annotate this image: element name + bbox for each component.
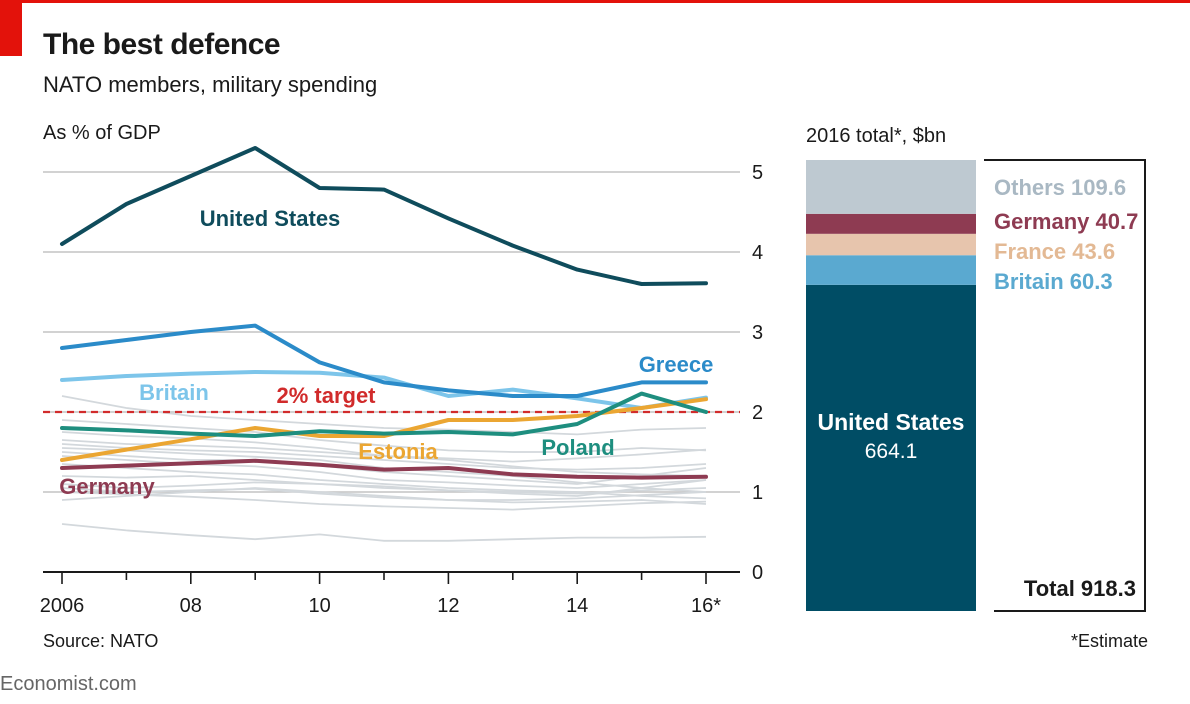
bar-label-france: France 43.6: [994, 239, 1115, 264]
other-member-line: [61, 451, 707, 485]
series-label-greece: Greece: [639, 352, 714, 377]
bar-chart-title: 2016 total*, $bn: [806, 125, 947, 147]
bar-total-label: Total 918.3: [1024, 576, 1136, 601]
series-label-estonia: Estonia: [358, 439, 438, 464]
series-line-germany: [60, 458, 708, 480]
estimate-note: *Estimate: [1070, 631, 1148, 651]
bar-label-germany: Germany 40.7: [994, 209, 1138, 234]
series-label-united-states: United States: [200, 206, 341, 231]
chart-subtitle: NATO members, military spending: [43, 72, 378, 97]
other-member-line: [61, 431, 707, 477]
x-tick-label: 14: [566, 595, 588, 617]
top-rule: [0, 0, 1190, 3]
other-member-line: [61, 487, 707, 505]
x-tick-label: 10: [308, 595, 330, 617]
target-label: 2% target: [276, 383, 376, 408]
bar-segment-others: [806, 160, 976, 214]
series-line-poland: [60, 391, 708, 438]
y-tick-label-5: 5: [752, 162, 763, 184]
brand-tab: [0, 3, 22, 56]
chart-title: The best defence: [43, 28, 281, 61]
bar-label-others: Others 109.6: [994, 175, 1126, 200]
series-line-britain: [60, 370, 708, 410]
bar-label-united-states-value: 664.1: [865, 440, 918, 463]
series-line-united-states: [60, 146, 708, 286]
publisher-credit: Economist.com: [0, 673, 137, 695]
x-tick-label: 16*: [691, 595, 721, 617]
other-member-line: [61, 481, 707, 495]
x-tick-label: 2006: [40, 595, 85, 617]
series-label-poland: Poland: [541, 435, 614, 460]
x-tick-label: 12: [437, 595, 459, 617]
other-member-line: [61, 395, 707, 436]
other-member-line: [61, 487, 707, 501]
other-member-line: [61, 523, 707, 542]
bar-segment-germany: [806, 213, 976, 234]
x-tick-label: 08: [180, 595, 202, 617]
source-note: Source: NATO: [43, 631, 159, 651]
other-member-line: [61, 443, 707, 471]
bar-label-britain: Britain 60.3: [994, 269, 1113, 294]
series-line-greece: [60, 323, 708, 398]
series-label-britain: Britain: [139, 380, 209, 405]
bar-segment-france: [806, 233, 976, 256]
other-member-line: [61, 491, 707, 511]
bar-segment-united-states: [806, 284, 976, 611]
bar-label-united-states-name: United States: [818, 409, 965, 435]
other-member-line: [61, 419, 707, 453]
line-chart-title: As % of GDP: [43, 122, 161, 144]
series-label-germany: Germany: [59, 474, 155, 499]
y-tick-label-0: 0: [752, 562, 763, 584]
y-tick-label-2: 2: [752, 402, 763, 424]
y-tick-label-1: 1: [752, 482, 763, 504]
bar-segment-britain: [806, 255, 976, 285]
bar-bracket: [984, 159, 1146, 612]
y-tick-label-3: 3: [752, 322, 763, 344]
y-tick-label-4: 4: [752, 242, 763, 264]
